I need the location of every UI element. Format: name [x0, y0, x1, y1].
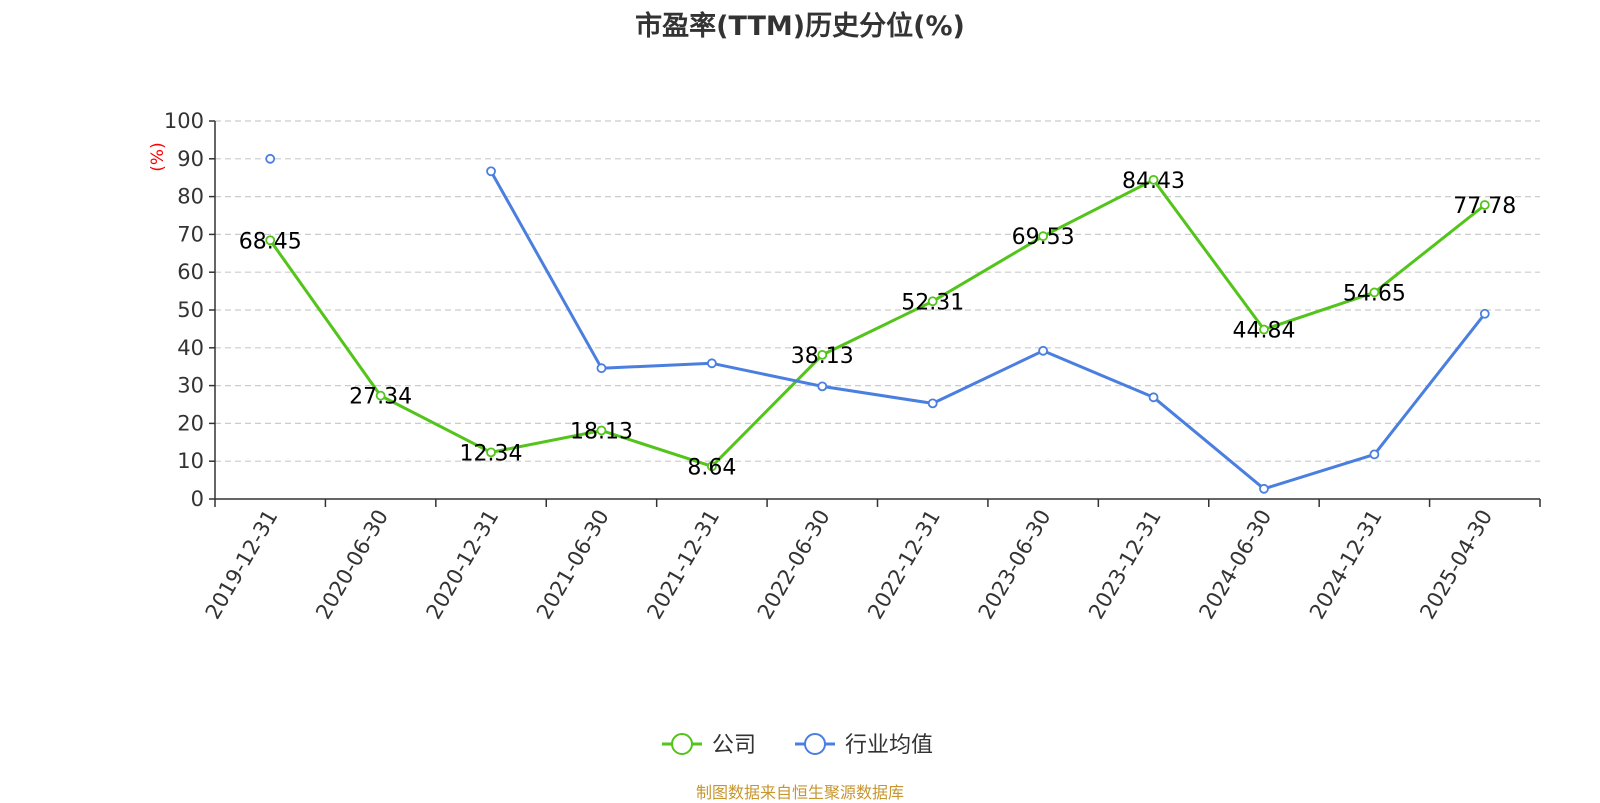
legend-swatch-marker: [671, 733, 693, 755]
y-tick-label: 20: [177, 411, 204, 435]
legend: 公司 行业均值: [662, 733, 933, 758]
y-tick-label: 80: [177, 185, 204, 209]
x-tick-label: 2020-06-30: [311, 506, 393, 624]
data-point: [927, 398, 938, 409]
series-markers: [265, 153, 1490, 494]
y-tick-label: 30: [177, 374, 204, 398]
data-point: [596, 363, 607, 374]
data-point: [1148, 174, 1159, 185]
y-axis-label: (%): [148, 142, 168, 171]
data-point: [486, 447, 496, 458]
data-point: [1369, 449, 1380, 460]
x-tick-label: 2023-06-30: [974, 506, 1056, 624]
legend-label: 行业均值: [845, 733, 933, 758]
y-tick-label: 10: [177, 449, 204, 473]
data-point: [706, 461, 717, 472]
y-tick-label: 60: [177, 260, 204, 284]
x-tick-label: 2025-04-30: [1415, 506, 1497, 624]
data-label: 52.31: [901, 290, 964, 315]
data-point: [486, 166, 496, 177]
data-point: [817, 381, 828, 392]
series-line-1: [268, 178, 1486, 468]
chart-title: 市盈率(TTM)历史分位(%): [635, 11, 965, 42]
x-tick-label: 2022-12-31: [863, 506, 945, 624]
x-tick-label: 2022-06-30: [753, 506, 835, 624]
x-tick-label: 2021-06-30: [532, 506, 614, 624]
data-point: [265, 235, 276, 246]
data-point: [1369, 287, 1380, 298]
x-tick-label: 2023-12-31: [1084, 506, 1166, 624]
y-tick-label: 70: [177, 222, 204, 246]
data-point: [927, 296, 938, 307]
data-point: [375, 390, 386, 401]
data-labels: 68.45 27.34 12.34 18.13 8.64 38.13 52.31 69.53 8…: [239, 169, 1517, 480]
data-point: [1038, 231, 1049, 242]
data-label: 77.78: [1453, 194, 1516, 219]
data-point: [817, 349, 828, 360]
data-point: [706, 358, 717, 369]
data-point: [265, 153, 276, 164]
data-label: 84.43: [1122, 169, 1185, 194]
data-label: 8.64: [687, 455, 736, 480]
data-point: [1479, 200, 1490, 210]
legend-swatch-marker: [804, 733, 826, 755]
y-tick-label: 50: [177, 298, 204, 322]
series-line-2: [489, 170, 1486, 491]
y-tick-label: 100: [164, 109, 204, 133]
source-note: 制图数据来自恒生聚源数据库: [695, 783, 904, 802]
data-label: 69.53: [1012, 225, 1075, 250]
data-point: [1259, 324, 1269, 335]
data-label: 44.84: [1232, 319, 1295, 344]
data-point: [596, 425, 607, 436]
x-tick-label: 2024-12-31: [1305, 506, 1387, 624]
grid-lines: [215, 120, 1540, 462]
y-tick-label: 90: [177, 147, 204, 171]
y-tick-label: 40: [177, 336, 204, 360]
data-point: [1259, 483, 1269, 494]
data-label: 54.65: [1343, 281, 1406, 306]
data-label: 18.13: [570, 419, 633, 444]
legend-label: 公司: [712, 733, 756, 758]
x-tick-label: 2019-12-31: [201, 506, 283, 624]
data-label: 68.45: [239, 229, 302, 254]
data-point: [1038, 345, 1049, 356]
x-tick-label: 2021-12-31: [642, 506, 724, 624]
data-label: 38.13: [791, 344, 854, 369]
series-lines: [268, 170, 1486, 491]
data-point: [1148, 392, 1159, 403]
data-label: 27.34: [349, 385, 412, 410]
data-label: 12.34: [460, 441, 523, 466]
x-tick-label: 2024-06-30: [1194, 506, 1276, 624]
x-tick-label: 2020-12-31: [422, 506, 504, 624]
y-tick-label: 0: [191, 487, 204, 511]
data-point: [1479, 308, 1490, 319]
